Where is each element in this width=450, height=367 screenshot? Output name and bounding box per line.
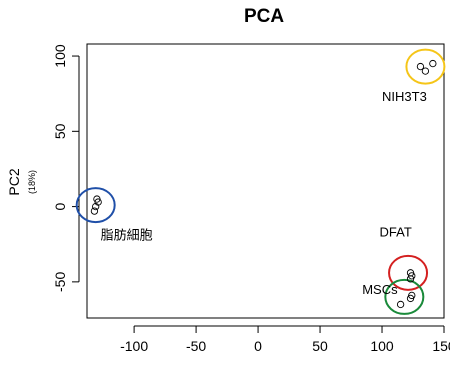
data-point <box>396 300 405 309</box>
data-point <box>94 198 102 206</box>
y-tick-label: 100 <box>52 44 68 68</box>
cluster-labels: NIH3T3 脂肪細胞 DFAT MSCs <box>101 89 427 297</box>
y-axis: -50 0 50 100 <box>52 44 80 292</box>
data-points <box>90 59 437 309</box>
x-tick-label: -50 <box>186 338 206 354</box>
x-tick-label: 0 <box>254 338 262 354</box>
cluster-ring <box>75 187 116 224</box>
cluster-label: NIH3T3 <box>382 89 427 104</box>
y-tick-label: 50 <box>52 123 68 139</box>
x-axis: -100 -50 0 50 100 150 <box>120 325 450 354</box>
data-point <box>406 275 415 283</box>
data-point <box>90 207 99 215</box>
cluster-ring <box>384 278 425 315</box>
plot-frame <box>86 43 445 319</box>
x-tick-label: 100 <box>370 338 394 354</box>
cluster-rings <box>75 48 446 315</box>
y-tick-label: -50 <box>52 272 68 292</box>
y-tick-label: 0 <box>52 202 68 210</box>
cluster-label: MSCs <box>362 282 398 297</box>
cluster-label: DFAT <box>380 225 412 240</box>
cluster-ring <box>388 254 429 291</box>
data-point <box>92 202 100 211</box>
y-axis-label: PC2 <box>6 168 22 195</box>
x-tick-label: 50 <box>312 338 328 354</box>
x-tick-label: 150 <box>432 338 450 354</box>
data-point <box>421 67 430 75</box>
cluster-label: 脂肪細胞 <box>101 228 153 243</box>
cluster-ring <box>405 48 446 85</box>
x-tick-label: -100 <box>120 338 148 354</box>
y-axis-sublabel: (18%) <box>27 170 37 194</box>
data-point <box>416 62 425 71</box>
chart-title: PCA <box>244 6 284 27</box>
data-point <box>429 59 437 68</box>
data-point <box>406 294 415 303</box>
